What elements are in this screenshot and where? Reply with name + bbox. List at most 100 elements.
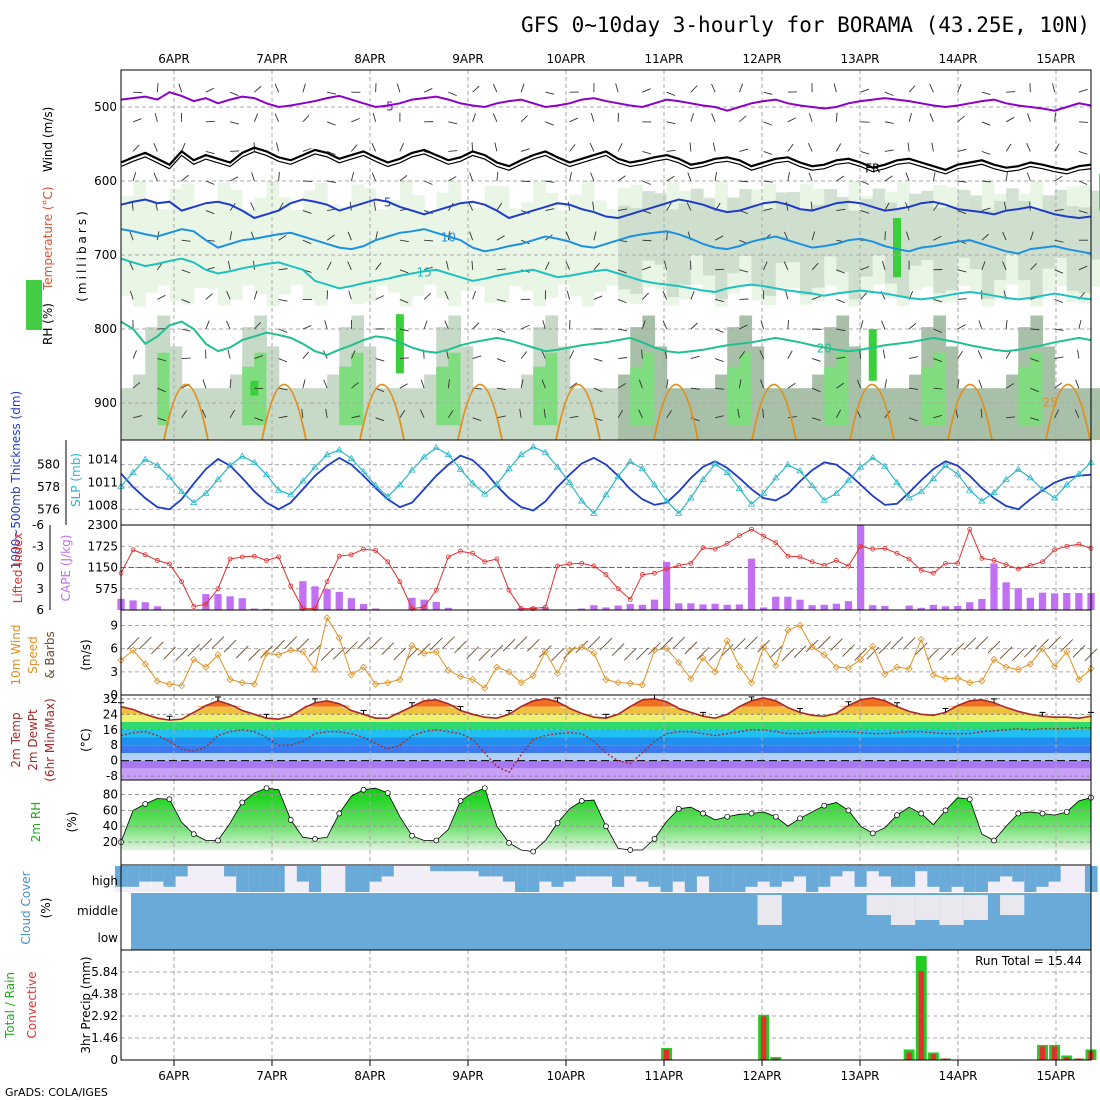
wind-barb [569, 117, 579, 123]
rh-shade [387, 200, 401, 293]
rh-units: (%) [65, 812, 79, 833]
wind-barb [638, 379, 643, 389]
wind-barb [957, 379, 960, 389]
cloud-high-bar [466, 866, 480, 872]
wind-barb [1006, 91, 1016, 93]
wind-barb [1006, 416, 1016, 419]
slp-point [165, 473, 174, 480]
wind-barb [375, 231, 378, 241]
wind-speed-point [723, 637, 731, 645]
wind-barb [320, 648, 334, 661]
wind-barb [884, 231, 886, 241]
isotherm-label: 10 [441, 231, 456, 245]
wind-barb [808, 113, 813, 122]
date-label-top: 9APR [452, 52, 483, 66]
wind-barb [156, 83, 159, 93]
isotherm-warm [457, 383, 503, 441]
thickness-slp-frame [120, 439, 1092, 526]
rh-point [991, 837, 997, 844]
wind-speed-point [626, 679, 634, 687]
rh-shade [484, 388, 498, 440]
wind-barb [860, 266, 870, 271]
rh-shade [727, 197, 740, 274]
wind-barb [351, 415, 361, 419]
date-label-bottom: 13APR [840, 1069, 879, 1083]
rh-point [312, 836, 318, 842]
wind-barb [1078, 88, 1088, 93]
wind-barb [423, 87, 433, 93]
precip-legend-part: Total / Rain [3, 972, 17, 1039]
wind-barb [472, 113, 477, 122]
wind-barb [327, 180, 337, 184]
wind-speed-point [844, 664, 853, 672]
wind-barb [393, 647, 407, 661]
rh-point [506, 840, 512, 846]
slp-point [796, 467, 804, 474]
wind-tick: 9 [110, 618, 118, 632]
rh-shade [133, 374, 146, 440]
wind-barb [642, 292, 649, 300]
cape-bar [820, 604, 828, 610]
wind-barb [1030, 417, 1040, 421]
cape-tick: 2300 [87, 518, 118, 532]
wind-barb [496, 415, 506, 419]
date-label-top: 11APR [644, 52, 683, 66]
lifted-index-point [846, 563, 851, 569]
wind-speed-line [120, 616, 1092, 689]
wind-speed-point [760, 643, 768, 651]
cloud-high-bar [442, 866, 455, 872]
wind-speed-point [214, 651, 222, 659]
wind-barb [302, 114, 310, 123]
wind-barb [981, 207, 991, 212]
wind-barb [615, 83, 619, 93]
wind-barb [1054, 298, 1064, 304]
cape-bar [1002, 582, 1010, 610]
cloud-high-bar [454, 866, 468, 872]
wind-barb [715, 298, 724, 303]
temp-band [121, 706, 1091, 715]
cloud-high-bg [333, 866, 346, 892]
wind-barb [417, 643, 431, 656]
cloud-units: (%) [39, 898, 53, 919]
rh-shade [666, 388, 680, 440]
wind-barb [229, 379, 232, 389]
wind-barb [1026, 143, 1031, 152]
wind-barb [372, 113, 377, 122]
rh-shade [145, 327, 158, 440]
wind-barb [278, 234, 287, 241]
slp-ylabel: SLP (mb) [69, 453, 83, 507]
temp-ylabel: 2m Temp 2m DewPt (6hr Min/Max) [9, 698, 57, 782]
wind-barb [371, 172, 377, 182]
cape-bar [650, 599, 659, 610]
cape-bar [1038, 592, 1047, 610]
cloud-high-bg [915, 866, 928, 892]
wind-barb [296, 638, 310, 651]
slp-point [129, 468, 137, 475]
wind-barb [933, 328, 942, 333]
wind-barb [448, 176, 457, 182]
rh-shade [351, 352, 365, 426]
isotherm-line [120, 146, 1092, 172]
cloud-high-bar [478, 866, 492, 877]
cape-bar [1063, 593, 1071, 610]
wind-barb [1077, 349, 1080, 359]
rh-shade [181, 183, 195, 305]
upper-air-units: (millibars) [75, 208, 89, 302]
wind-barb [1078, 265, 1088, 271]
rh-shade [133, 181, 146, 307]
wind-barb [589, 143, 595, 152]
rh-point [239, 799, 246, 806]
rh-tick: 60 [103, 803, 118, 817]
rh-shade [969, 388, 983, 440]
wind-speed-point [832, 663, 840, 671]
cloud-high-bar [709, 866, 722, 892]
wind-barb [351, 117, 360, 123]
wind-barb [347, 261, 352, 270]
wind-speed-point [796, 621, 804, 630]
wind-barb [447, 379, 450, 389]
lifted-index-point [494, 556, 500, 562]
wind-barb [472, 322, 480, 330]
wind-barb [662, 320, 668, 330]
lifted-index-point [858, 543, 864, 549]
rh-shade [945, 346, 959, 440]
